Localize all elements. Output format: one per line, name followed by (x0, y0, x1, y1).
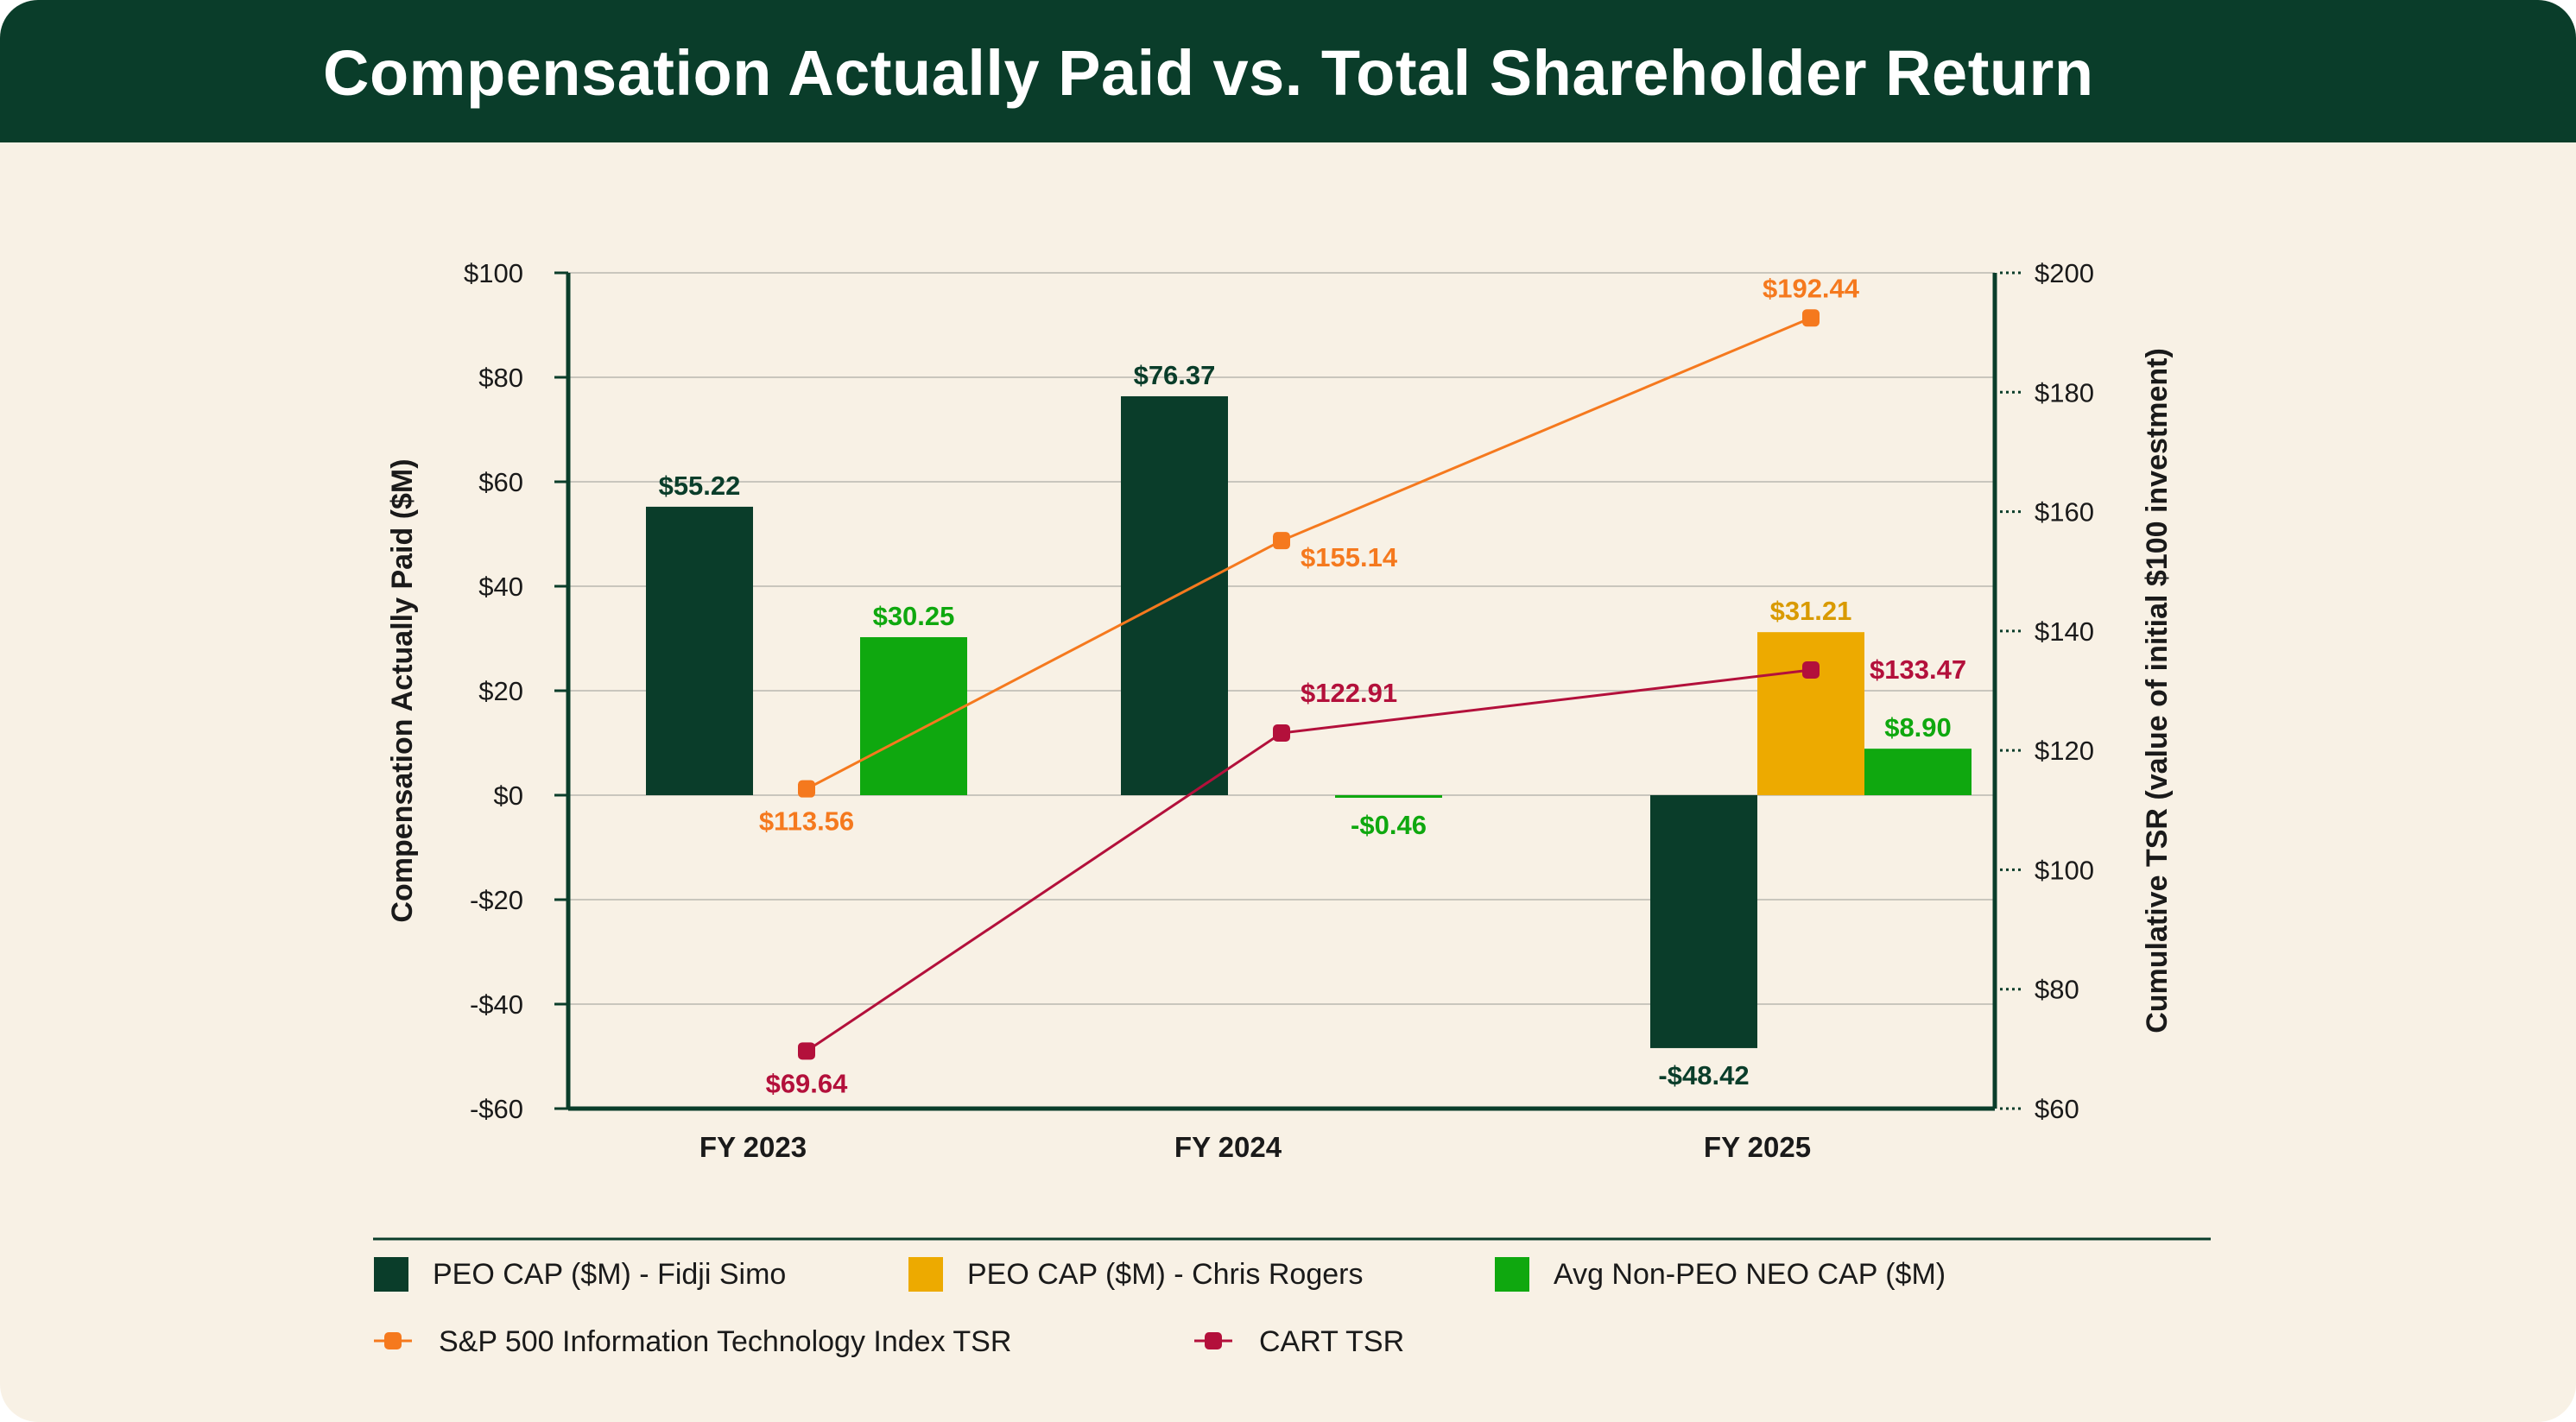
bar-data-label: $8.90 (1884, 712, 1952, 743)
legend-label: Avg Non-PEO NEO CAP ($M) (1554, 1258, 1946, 1291)
y2-tick-label: $60 (2035, 1094, 2079, 1124)
legend-label: CART TSR (1259, 1325, 1404, 1358)
bar-data-label: $76.37 (1134, 360, 1216, 390)
y2-axis-title: Cumulative TSR (value of initial $100 in… (2141, 348, 2174, 1033)
y2-tick-label: $180 (2035, 377, 2094, 408)
line-data-label: $113.56 (759, 806, 854, 837)
bar (646, 506, 753, 795)
y2-tick-label: $100 (2035, 855, 2094, 885)
bar (1864, 749, 1972, 795)
chart-title: Compensation Actually Paid vs. Total Sha… (323, 37, 2094, 109)
line-point (1802, 309, 1820, 327)
line-data-label: $122.91 (1301, 678, 1397, 708)
x-tick-label: FY 2025 (1704, 1131, 1811, 1163)
legend-label: PEO CAP ($M) - Chris Rogers (967, 1258, 1363, 1291)
y-tick-label: $60 (478, 467, 523, 497)
legend-swatch (908, 1257, 943, 1292)
bar (1757, 632, 1864, 795)
y2-tick-label: $200 (2035, 258, 2094, 288)
line-point (1802, 661, 1820, 679)
legend-label: PEO CAP ($M) - Fidji Simo (433, 1258, 786, 1291)
y-tick-label: $100 (464, 258, 523, 288)
bar-data-label: -$0.46 (1351, 810, 1427, 840)
y2-tick-label: $160 (2035, 497, 2094, 528)
line-data-label: $192.44 (1763, 273, 1860, 303)
y-tick-label: $0 (494, 781, 523, 811)
legend-marker (384, 1332, 402, 1349)
bar-data-label: $55.22 (659, 471, 741, 501)
line-data-label: $133.47 (1870, 654, 1966, 685)
y2-tick-label: $140 (2035, 616, 2094, 647)
y-tick-label: $80 (478, 363, 523, 393)
title-bar: Compensation Actually Paid vs. Total Sha… (0, 0, 2576, 142)
legend-label: S&P 500 Information Technology Index TSR (439, 1325, 1011, 1358)
bar (860, 636, 967, 795)
bar (1650, 795, 1757, 1048)
y-tick-label: -$40 (470, 989, 523, 1020)
line-point (1273, 532, 1290, 550)
line-point (798, 1042, 815, 1060)
y-tick-label: -$60 (470, 1094, 523, 1124)
line-point (1273, 724, 1290, 743)
line-data-label: $69.64 (766, 1068, 849, 1098)
bar (1335, 795, 1442, 798)
bar-data-label: $31.21 (1770, 596, 1852, 626)
y-tick-label: $40 (478, 572, 523, 602)
legend-swatch (1495, 1257, 1529, 1292)
line-point (798, 780, 815, 798)
y-tick-label: -$20 (470, 885, 523, 915)
x-tick-label: FY 2023 (699, 1131, 807, 1163)
legend-marker (1205, 1332, 1222, 1349)
x-tick-label: FY 2024 (1174, 1131, 1282, 1163)
line-data-label: $155.14 (1301, 542, 1398, 572)
y2-tick-label: $80 (2035, 975, 2079, 1005)
y2-tick-label: $120 (2035, 736, 2094, 766)
bar-data-label: -$48.42 (1658, 1060, 1749, 1090)
y-tick-label: $20 (478, 676, 523, 706)
y-axis-title: Compensation Actually Paid ($M) (386, 458, 419, 922)
bar-data-label: $30.25 (873, 601, 955, 631)
legend-swatch (374, 1257, 408, 1292)
